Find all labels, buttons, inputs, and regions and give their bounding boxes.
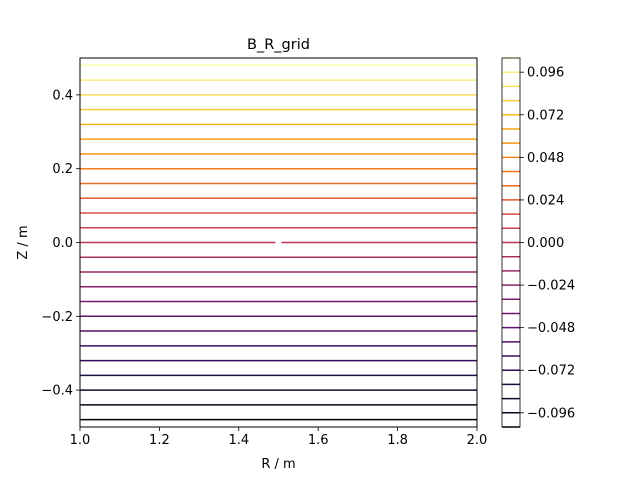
x-tick-label: 2.0 — [467, 433, 488, 448]
y-tick-label: 0.0 — [52, 236, 73, 251]
colorbar-tick-label: −0.096 — [527, 406, 575, 421]
colorbar-tick-label: 0.024 — [527, 193, 564, 208]
colorbar-tick-label: −0.072 — [527, 364, 575, 379]
y-tick-label: 0.2 — [52, 162, 73, 177]
colorbar-tick-label: 0.048 — [527, 151, 564, 166]
x-axis-ticks: 1.0 1.2 1.4 1.6 1.8 2.0 — [70, 427, 488, 448]
x-tick-label: 1.6 — [308, 433, 329, 448]
colorbar-tick-label: 0.072 — [527, 108, 564, 123]
colorbar: −0.096 −0.072 −0.048 −0.024 0.000 0.024 0.048 0… — [501, 57, 575, 428]
y-tick-label: 0.4 — [52, 88, 73, 103]
y-tick-label: −0.4 — [41, 384, 73, 399]
x-tick-label: 1.2 — [149, 433, 170, 448]
colorbar-tick-label: −0.024 — [527, 279, 575, 294]
colorbar-tick-label: −0.048 — [527, 321, 575, 336]
chart-title: B_R_grid — [247, 37, 310, 53]
colorbar-tick-label: 0.000 — [527, 236, 564, 251]
y-axis-label: Z / m — [16, 225, 31, 259]
y-axis-ticks: −0.4 −0.2 0.0 0.2 0.4 — [41, 88, 80, 399]
x-axis-label: R / m — [261, 457, 295, 472]
contour-lines — [80, 64, 477, 421]
x-tick-label: 1.4 — [228, 433, 249, 448]
colorbar-tick-label: 0.096 — [527, 66, 564, 81]
x-tick-label: 1.0 — [70, 433, 91, 448]
y-tick-label: −0.2 — [41, 310, 73, 325]
x-tick-label: 1.8 — [387, 433, 408, 448]
